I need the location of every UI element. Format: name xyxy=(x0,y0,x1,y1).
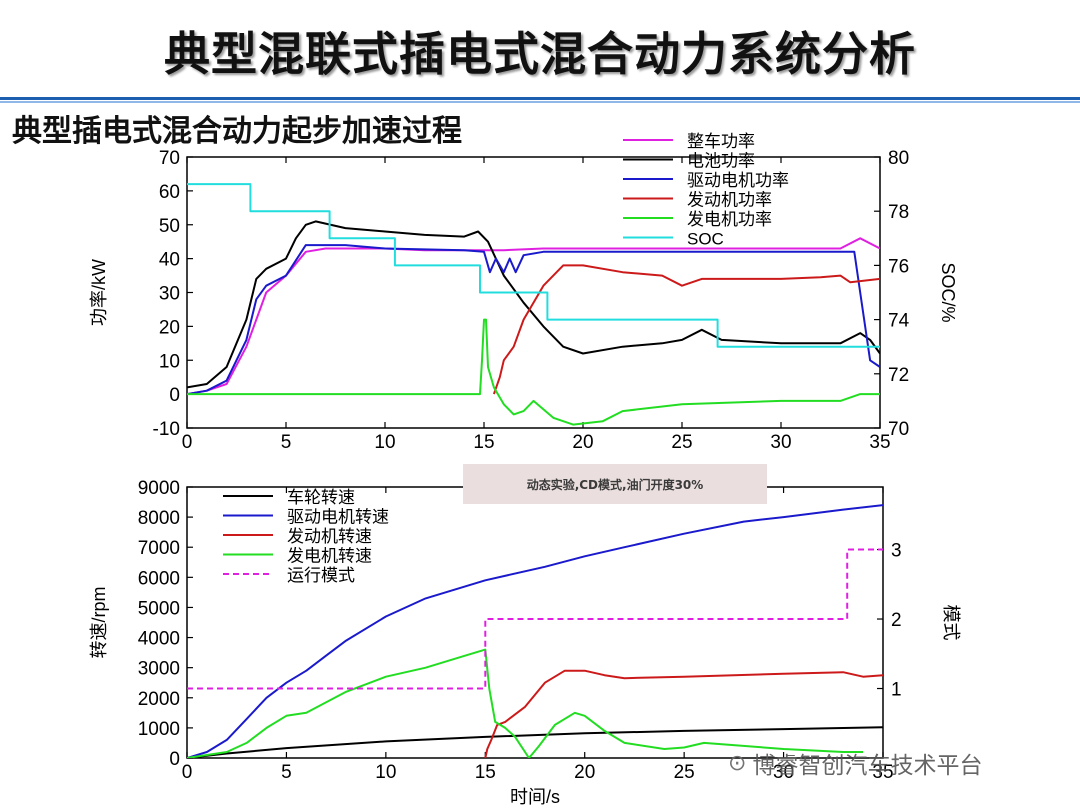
panel1-x-tick-label: 30 xyxy=(770,432,791,453)
panel1-legend-label: 电池功率 xyxy=(687,152,755,171)
panel1-x-tick-label: 35 xyxy=(869,432,890,453)
panel2-y-tick-label: 1000 xyxy=(138,719,180,740)
panel1-y-axis-label: 功率/kW xyxy=(89,259,109,326)
panel2-y-tick-label: 5000 xyxy=(138,598,180,619)
panel2-x-tick-label: 35 xyxy=(872,762,893,783)
panel2-y2-tick-label: 1 xyxy=(891,680,902,701)
panel1-y-tick-label: 30 xyxy=(159,284,180,305)
panel1-x-tick-label: 10 xyxy=(374,432,395,453)
panel2-y-axis-label: 转速/rpm xyxy=(89,587,109,659)
panel2-legend-label: 车轮转速 xyxy=(287,488,355,507)
panel1-y2-tick-label: 72 xyxy=(888,365,909,386)
panel1-x-tick-label: 20 xyxy=(572,432,593,453)
panel1-y2-tick-label: 80 xyxy=(888,148,909,169)
panel1-series-line-4 xyxy=(492,264,880,395)
panel2-y-tick-label: 7000 xyxy=(138,538,180,559)
title-divider xyxy=(0,97,1080,100)
slide-title: 典型混联式插电式混合动力系统分析 xyxy=(164,27,916,81)
panel1-x-tick-label: 15 xyxy=(473,432,494,453)
panel1-y-tick-label: 10 xyxy=(159,351,180,372)
watermark: ⊙ 博睿智创汽车技术平台 xyxy=(728,746,982,780)
panel2-x-tick-label: 5 xyxy=(281,762,292,783)
panel1-y-tick-label: 50 xyxy=(159,216,180,237)
annotation-box: 动态实验,CD模式,油门开度30% xyxy=(463,464,767,504)
panel1-series-line-2 xyxy=(187,220,880,389)
panel2-x-tick-label: 25 xyxy=(674,762,695,783)
panel1-y-tick-label: 40 xyxy=(159,250,180,271)
panel2-y-tick-label: 9000 xyxy=(138,478,180,499)
wechat-icon: ⊙ xyxy=(728,750,747,776)
panel1-y2-tick-label: 76 xyxy=(888,256,909,277)
panel2-x-tick-label: 0 xyxy=(182,762,193,783)
panel1-x-tick-label: 0 xyxy=(182,432,193,453)
panel2-legend-label: 发动机转速 xyxy=(287,527,372,546)
panel2-x-tick-label: 30 xyxy=(773,762,794,783)
panel2-y2-axis-label: 模式 xyxy=(941,605,961,641)
panel1-y-tick-label: 70 xyxy=(159,148,180,169)
panel2-y2-tick-label: 2 xyxy=(891,610,902,631)
panel2-y-tick-label: 6000 xyxy=(138,568,180,589)
panel1-legend-label: 发电机功率 xyxy=(687,210,772,229)
panel2-x-tick-label: 10 xyxy=(375,762,396,783)
panel2-legend-label: 发电机转速 xyxy=(287,547,372,566)
panel2-series-line-2 xyxy=(187,504,883,758)
panel1-y-tick-label: 60 xyxy=(159,182,180,203)
panel2-series-line-3 xyxy=(484,669,883,758)
panel1-y2-tick-label: 78 xyxy=(888,202,909,223)
panel1-x-tick-label: 25 xyxy=(671,432,692,453)
panel1-legend-label: 驱动电机功率 xyxy=(687,171,789,190)
panel2-y2-tick-label: 3 xyxy=(891,541,902,562)
panel2-x-axis-label: 时间/s xyxy=(510,787,560,807)
panel2-series-line-5 xyxy=(187,548,883,690)
panel2-y-tick-label: 0 xyxy=(169,749,180,770)
panel2-x-tick-label: 20 xyxy=(574,762,595,783)
panel1-y2-axis-label: SOC/% xyxy=(938,262,958,322)
panel1-y-tick-label: -10 xyxy=(153,419,180,440)
panel2-y-tick-label: 2000 xyxy=(138,689,180,710)
slide-subtitle: 典型插电式混合动力起步加速过程 xyxy=(12,114,462,149)
panel2-y-tick-label: 8000 xyxy=(138,508,180,529)
panel1-series-line-1 xyxy=(187,237,880,396)
panel2-y-tick-label: 3000 xyxy=(138,659,180,680)
panel1-y-tick-label: 20 xyxy=(159,317,180,338)
watermark-text: 博睿智创汽车技术平台 xyxy=(752,753,983,779)
panel2-legend-label: 驱动电机转速 xyxy=(287,508,389,527)
title-divider-light xyxy=(0,101,1080,103)
panel1-y2-tick-label: 70 xyxy=(888,419,909,440)
panel1-y-tick-label: 0 xyxy=(169,385,180,406)
panel1-series-line-3 xyxy=(187,244,880,396)
panel1-x-tick-label: 5 xyxy=(281,432,292,453)
panel2-series-line-1 xyxy=(187,726,883,758)
panel2-series-line-4 xyxy=(187,648,864,758)
panel1-legend-label: 发动机功率 xyxy=(687,191,772,210)
panel1-series-line-5 xyxy=(187,318,880,426)
panel1-series-line-6 xyxy=(187,183,880,348)
panel2-legend-label: 运行模式 xyxy=(287,566,355,585)
panel1-legend-label: SOC xyxy=(687,230,724,249)
panel1-legend-label: 整车功率 xyxy=(687,132,755,151)
panel2-y-tick-label: 4000 xyxy=(138,629,180,650)
panel1-y2-tick-label: 74 xyxy=(888,311,910,332)
panel2-x-tick-label: 15 xyxy=(475,762,496,783)
